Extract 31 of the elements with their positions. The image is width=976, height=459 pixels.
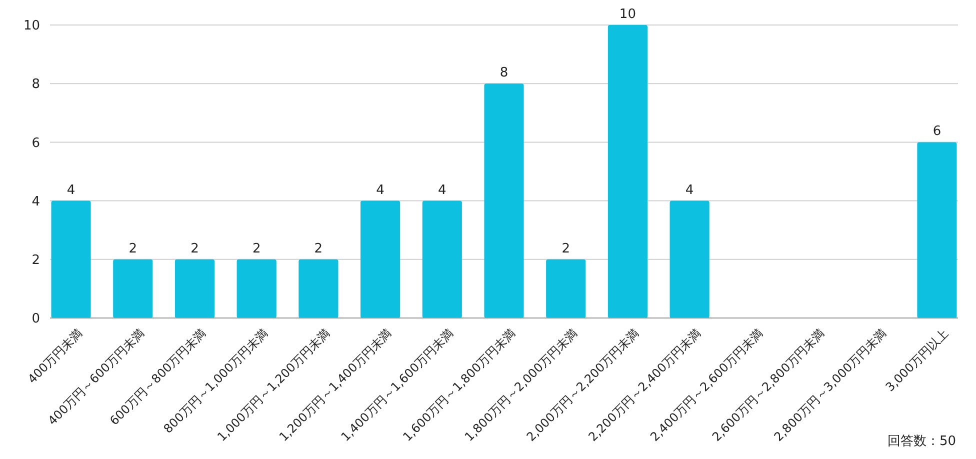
text: 回答数：50	[887, 434, 956, 449]
bar	[422, 200, 462, 318]
bar	[484, 84, 524, 318]
data-label: 4	[685, 182, 694, 198]
bar	[298, 259, 338, 318]
data-label: 10	[619, 7, 636, 22]
bar	[174, 259, 215, 318]
y-tick-label: 2	[32, 252, 40, 268]
bar	[608, 25, 648, 318]
data-label: 2	[314, 241, 323, 256]
bar	[917, 142, 957, 318]
data-label: 4	[66, 182, 76, 198]
bar	[236, 259, 276, 318]
data-label: 4	[438, 182, 446, 198]
bar	[113, 259, 153, 318]
data-label: 2	[252, 241, 261, 256]
bar	[360, 200, 400, 318]
bar	[546, 259, 586, 318]
y-tick-label: 8	[32, 77, 40, 92]
data-label: 2	[190, 241, 199, 256]
y-tick-label: 0	[32, 312, 40, 327]
y-tick-label: 10	[23, 18, 40, 34]
y-tick-label: 6	[32, 136, 40, 151]
data-label: 2	[562, 241, 570, 256]
data-label: 6	[932, 124, 942, 140]
bar	[51, 200, 91, 318]
y-tick-label: 4	[32, 194, 40, 210]
data-label: 8	[500, 66, 508, 81]
bar	[670, 200, 710, 318]
data-label: 2	[128, 241, 138, 256]
data-label: 4	[376, 182, 384, 198]
